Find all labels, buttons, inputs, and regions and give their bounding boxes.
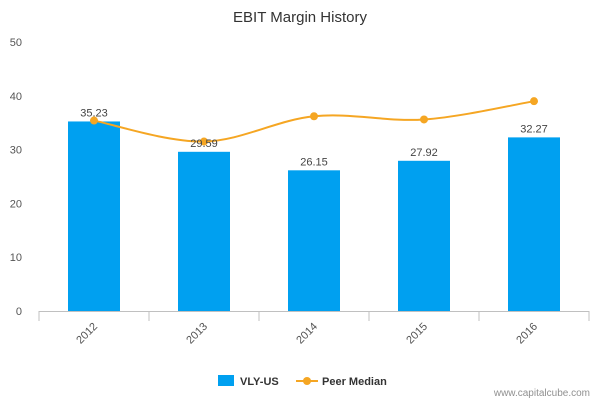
bar-data-labels: 35.23 29.59 26.15 27.92 32.27 — [80, 107, 548, 168]
x-axis-ticks — [38, 311, 590, 321]
x-tick-label: 2014 — [294, 321, 320, 347]
bar-2016[interactable] — [508, 137, 560, 311]
bar-2012[interactable] — [68, 121, 120, 311]
bars — [68, 121, 560, 311]
legend-vly-swatch — [218, 375, 234, 386]
y-tick-label: 0 — [16, 306, 22, 318]
legend-vly-label[interactable]: VLY-US — [240, 376, 279, 388]
bar-2014[interactable] — [288, 170, 340, 311]
bar-data-label: 27.92 — [410, 147, 438, 159]
credit-text: www.capitalcube.com — [493, 388, 590, 399]
x-tick-label: 2015 — [404, 321, 430, 347]
peer-point-2014[interactable] — [310, 112, 318, 121]
y-axis-labels: 0 10 20 30 40 50 — [10, 37, 22, 318]
peer-median-points — [90, 97, 538, 146]
peer-median-line — [93, 100, 535, 143]
bar-2013[interactable] — [178, 151, 230, 311]
bar-data-label: 26.15 — [300, 156, 328, 168]
x-tick-label: 2016 — [514, 321, 540, 347]
peer-point-2016[interactable] — [530, 97, 538, 106]
legend-peer-dot — [303, 377, 311, 385]
bar-data-label: 35.23 — [80, 107, 108, 119]
x-axis-labels: 2012 2013 2014 2015 2016 — [74, 321, 540, 347]
x-tick-label: 2013 — [184, 321, 210, 347]
y-tick-label: 20 — [10, 198, 22, 210]
peer-point-2013[interactable] — [200, 137, 208, 146]
y-tick-label: 30 — [10, 145, 22, 157]
y-tick-label: 10 — [10, 252, 22, 264]
legend[interactable]: VLY-US Peer Median — [218, 375, 387, 388]
peer-point-2012[interactable] — [90, 116, 98, 125]
bar-data-label: 29.59 — [190, 138, 218, 150]
legend-peer-label[interactable]: Peer Median — [322, 376, 387, 388]
y-tick-label: 40 — [10, 91, 22, 103]
bar-data-label: 32.27 — [520, 123, 548, 135]
chart-title: EBIT Margin History — [233, 9, 367, 26]
y-tick-label: 50 — [10, 37, 22, 49]
x-tick-label: 2012 — [74, 321, 100, 347]
bar-2015[interactable] — [398, 160, 450, 311]
peer-point-2015[interactable] — [420, 115, 428, 124]
